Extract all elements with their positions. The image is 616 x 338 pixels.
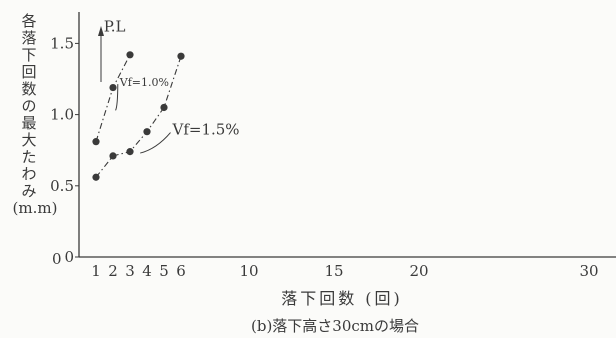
series-pointer-2 (140, 132, 171, 154)
y-label-char: 数 (21, 80, 36, 98)
pl-label: P.L (104, 17, 126, 35)
y-label-char: た (21, 148, 36, 166)
y-label-char: 最 (21, 114, 36, 132)
data-point (109, 83, 117, 92)
x-tick-label: 5 (159, 262, 169, 280)
series-label-1: Vf=1.0% (119, 76, 169, 89)
series-line-2 (95, 56, 182, 178)
y-label-char: 下 (21, 46, 36, 64)
series-label-2: Vf=1.5% (172, 121, 240, 139)
x-tick-label: 2 (108, 262, 118, 280)
y-tick-label: 1.0 (50, 106, 74, 124)
data-point (160, 103, 168, 112)
y-label-char: み (21, 182, 36, 200)
series-layer (92, 51, 185, 181)
origin-label: 0 (52, 250, 62, 268)
data-point (109, 152, 117, 160)
y-label-char: 落 (21, 29, 36, 47)
x-tick-label: 4 (142, 262, 152, 280)
y-label-char: (m.m) (13, 199, 58, 217)
data-point (126, 51, 134, 59)
y-label-char: 回 (21, 63, 36, 81)
y-label-char: の (21, 97, 36, 115)
x-tick-label: 30 (579, 262, 598, 280)
x-tick-label: 20 (409, 262, 428, 280)
x-tick-label: 1 (91, 262, 101, 280)
y-label-char: わ (21, 165, 36, 183)
x-tick-label: 3 (125, 262, 135, 280)
x-tick-label: 10 (239, 262, 258, 280)
x-axis-label: 落下回数 (回) (281, 289, 403, 308)
y-tick-label: 0.5 (50, 177, 74, 195)
data-point (126, 148, 134, 156)
chart-caption: (b)落下高さ30cmの場合 (251, 317, 419, 335)
x-tick-label: 6 (176, 262, 186, 280)
data-point (92, 138, 100, 146)
y-tick-label: 1.5 (50, 34, 74, 52)
y-label-char: 各 (21, 12, 36, 30)
data-point (177, 52, 185, 60)
data-point (143, 128, 151, 136)
tick-labels: 00.51.01.501 2 3 4 5 6 10 15 20 30 (50, 34, 598, 280)
series-pointer-1 (115, 84, 119, 111)
x-tick-label: 15 (324, 262, 343, 280)
y-label-char: 大 (21, 131, 36, 149)
annotations: P.L Vf=1.0% Vf=1.5% (98, 17, 240, 154)
axes (78, 12, 616, 258)
data-point (92, 173, 100, 181)
y-tick-label: 0 (64, 248, 74, 266)
pl-arrow-head (98, 26, 104, 36)
